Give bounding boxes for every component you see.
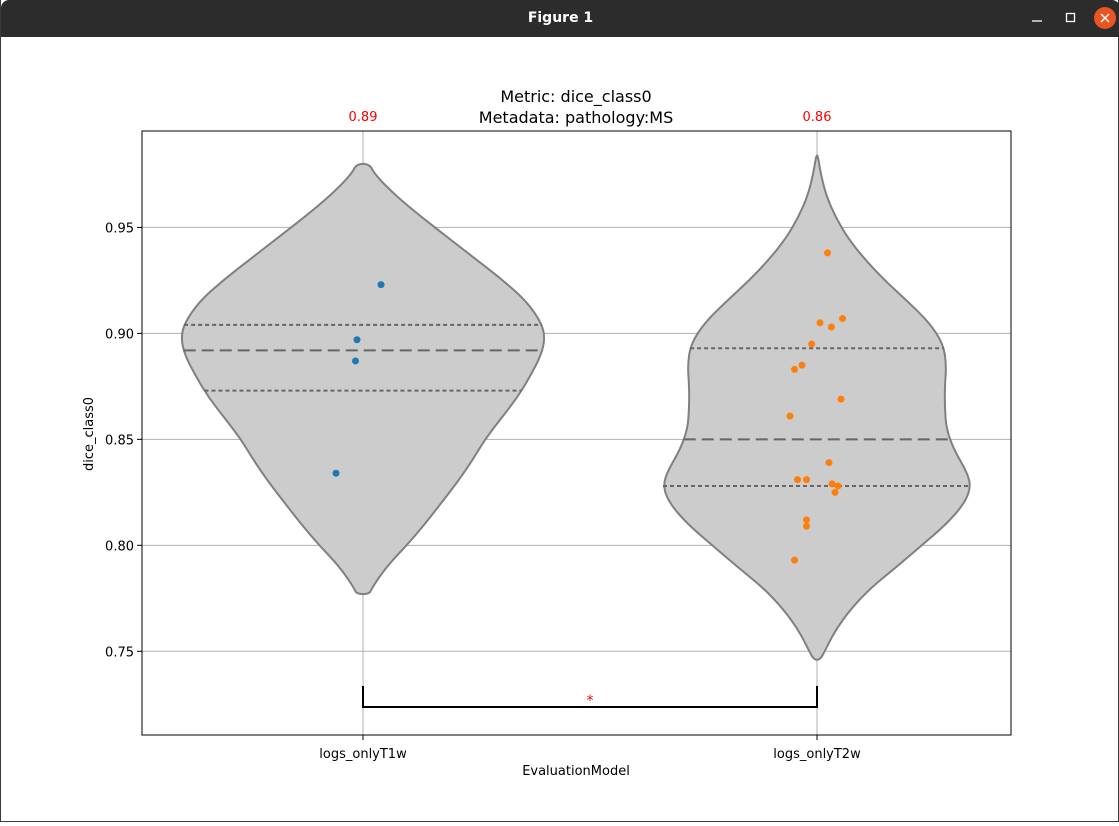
significance-bracket <box>362 686 818 708</box>
data-point <box>332 469 340 477</box>
data-point <box>377 281 385 289</box>
median-label: 0.89 <box>349 110 378 125</box>
significance-marker: * <box>587 693 594 709</box>
violin-logs_onlyT2w <box>663 154 971 661</box>
data-point <box>825 459 833 467</box>
data-point <box>791 556 798 564</box>
data-point <box>803 516 810 524</box>
window-titlebar[interactable]: Figure 1 <box>1 0 1119 37</box>
data-point <box>353 336 361 344</box>
x-axis-label: EvaluationModel <box>522 764 630 779</box>
data-point <box>798 361 806 369</box>
x-tick-label: logs_onlyT2w <box>773 747 861 762</box>
plot-frame <box>141 130 1012 736</box>
maximize-icon <box>1065 12 1076 23</box>
data-point <box>791 365 798 373</box>
maximize-button[interactable] <box>1059 6 1083 30</box>
data-point <box>831 488 839 496</box>
plot-area: 0.89 logs_onlyT1w 0.86 logs_onlyT2w 0.75 0.80… <box>105 110 1012 762</box>
data-point <box>803 476 810 484</box>
data-point <box>839 315 846 323</box>
chart-title-metric: Metric: dice_class0 <box>500 87 651 107</box>
x-tick-label: logs_onlyT1w <box>319 747 407 762</box>
minimize-icon <box>1032 20 1042 22</box>
close-button[interactable] <box>1093 6 1117 30</box>
minimize-button[interactable] <box>1025 6 1049 30</box>
data-point <box>824 249 831 257</box>
data-point <box>352 357 359 365</box>
y-tick-label: 0.90 <box>105 327 134 342</box>
y-tick-label: 0.75 <box>105 645 134 660</box>
y-tick-label: 0.95 <box>105 221 134 236</box>
chart-title-metadata: Metadata: pathology:MS <box>479 108 673 127</box>
data-point <box>834 482 842 490</box>
close-icon <box>1100 13 1110 23</box>
data-point <box>827 323 835 331</box>
violin-logs_onlyT1w <box>180 162 546 596</box>
y-tick-label: 0.85 <box>105 433 134 448</box>
window-title: Figure 1 <box>527 10 594 26</box>
data-point <box>794 476 801 484</box>
y-axis-label: dice_class0 <box>82 397 97 471</box>
data-point <box>786 412 794 420</box>
data-point <box>803 522 810 530</box>
y-tick-label: 0.80 <box>105 539 134 554</box>
median-label: 0.86 <box>803 110 832 125</box>
violin-chart: Metric: dice_class0 Metadata: pathology:… <box>82 87 1012 779</box>
data-point <box>808 340 816 348</box>
close-button-circle <box>1094 7 1116 29</box>
data-point <box>837 395 845 403</box>
data-point <box>828 480 836 488</box>
data-point <box>816 319 824 327</box>
figure-canvas: Metric: dice_class0 Metadata: pathology:… <box>1 37 1119 822</box>
